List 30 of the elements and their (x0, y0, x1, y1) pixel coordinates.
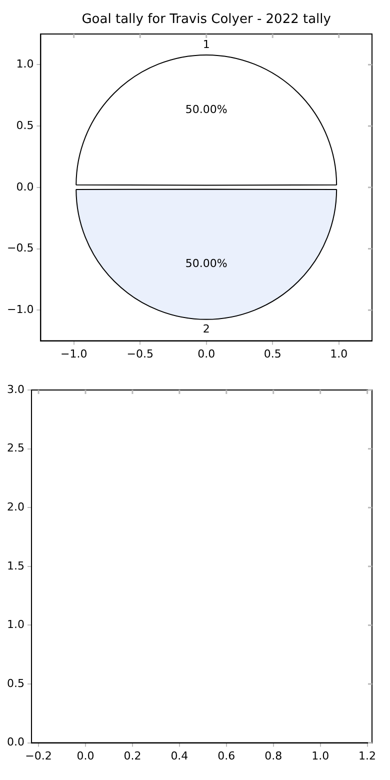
x-tick-label: 1.2 (358, 749, 376, 762)
y-tick-label: 3.0 (6, 382, 24, 396)
chart-title: Goal tally for Travis Colyer - 2022 tally (82, 12, 332, 28)
y-tick-label: 0.5 (16, 118, 34, 132)
data-label: 50.00% (185, 103, 228, 116)
x-tick-label: 1.0 (312, 749, 330, 762)
x-tick-label: 0.0 (76, 749, 94, 762)
y-tick-label: 1.0 (16, 58, 34, 71)
x-tick-label: 0.0 (198, 347, 216, 360)
x-tick-label: 0.4 (170, 749, 188, 762)
y-tick-label: 0.0 (6, 736, 24, 749)
data-label: 50.00% (185, 256, 228, 270)
y-tick-label: 1.0 (6, 618, 24, 632)
x-tick-label: −0.2 (25, 749, 52, 762)
slice-label: 1 (202, 38, 210, 51)
x-tick-label: 1.0 (330, 347, 348, 360)
y-tick-label: −0.5 (6, 242, 34, 255)
x-tick-label: 0.6 (218, 749, 236, 762)
x-tick-label: 0.5 (264, 347, 282, 360)
y-tick-label: −1.0 (6, 302, 34, 316)
x-tick-label: −0.5 (126, 347, 154, 360)
y-tick-label: 0.0 (16, 180, 34, 194)
y-tick-label: 2.5 (6, 442, 24, 455)
y-tick-label: 0.5 (6, 676, 24, 690)
x-tick-label: 0.2 (124, 749, 142, 762)
x-tick-label: −1.0 (60, 347, 88, 360)
x-tick-label: 0.8 (264, 749, 282, 762)
y-tick-label: 1.5 (6, 559, 24, 572)
y-tick-label: 2.0 (6, 500, 24, 514)
slice-label: 2 (202, 322, 210, 336)
